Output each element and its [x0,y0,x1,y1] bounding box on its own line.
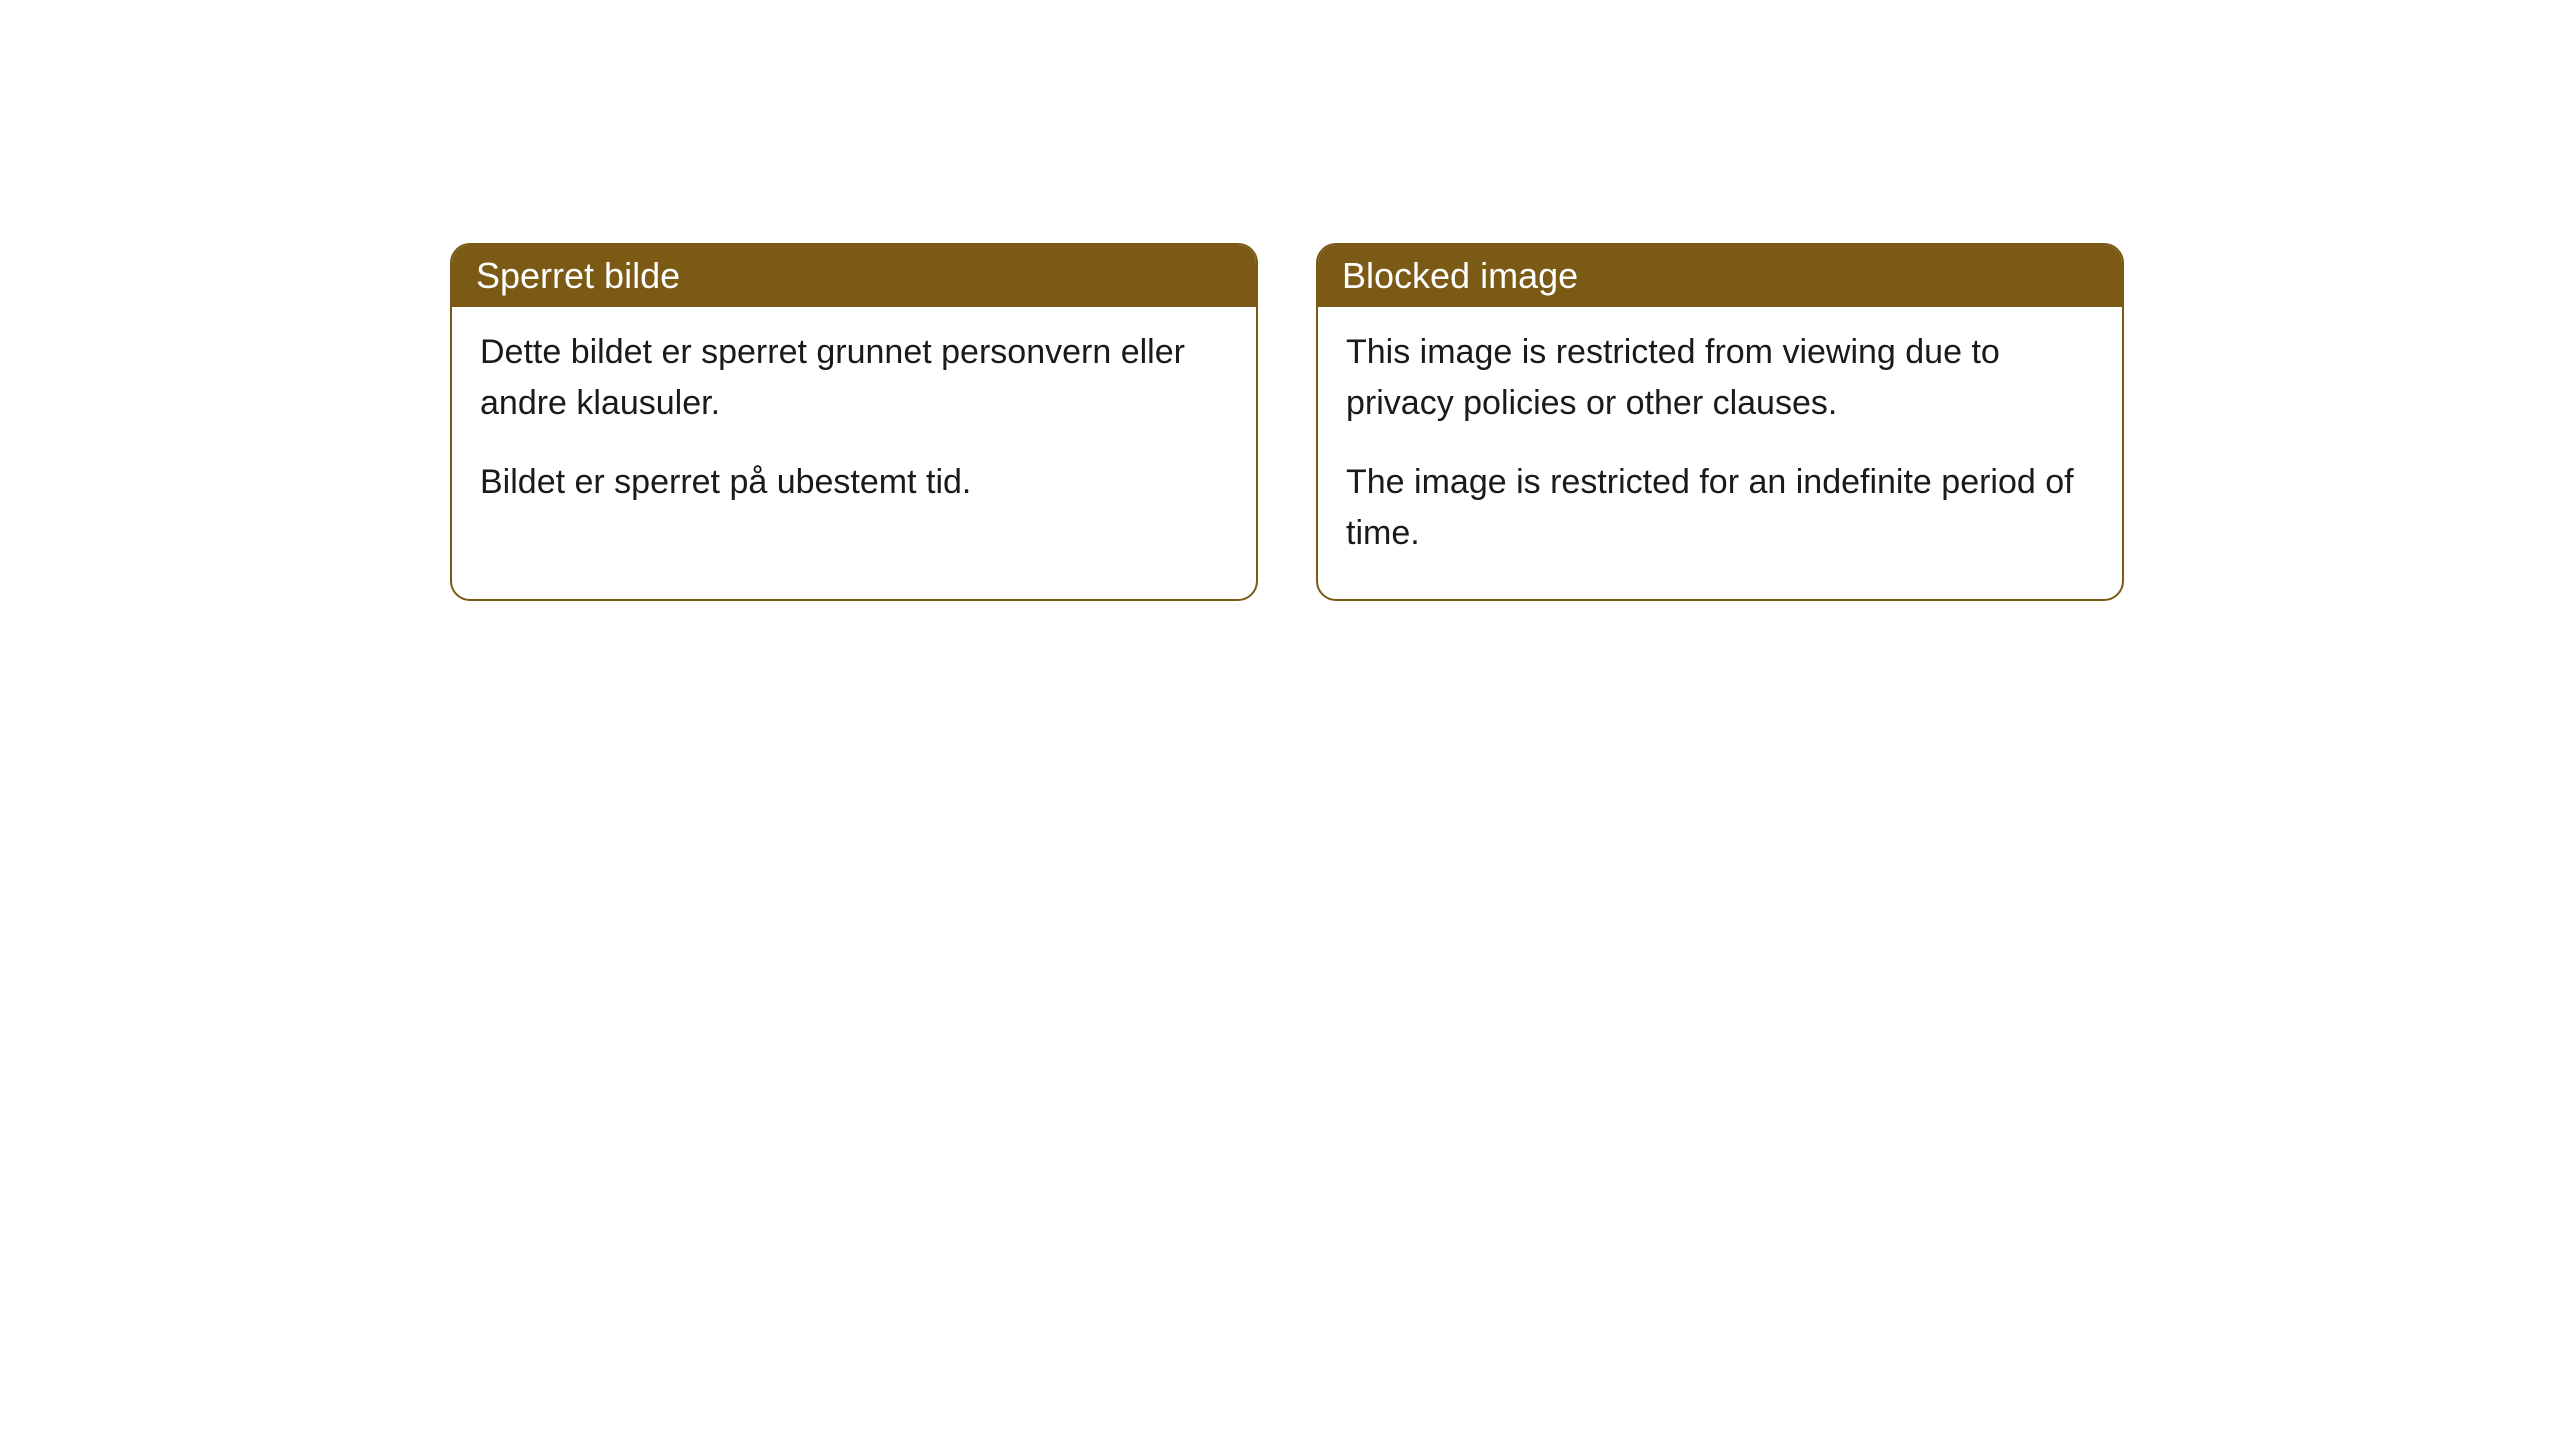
notice-card-norwegian: Sperret bilde Dette bildet er sperret gr… [450,243,1258,601]
card-paragraph: Bildet er sperret på ubestemt tid. [480,457,1228,508]
card-body: This image is restricted from viewing du… [1318,307,2122,599]
notice-container: Sperret bilde Dette bildet er sperret gr… [450,243,2124,601]
card-title: Sperret bilde [476,255,680,296]
card-paragraph: Dette bildet er sperret grunnet personve… [480,327,1228,429]
card-title: Blocked image [1342,255,1578,296]
card-header: Blocked image [1318,245,2122,307]
card-body: Dette bildet er sperret grunnet personve… [452,307,1256,548]
card-paragraph: This image is restricted from viewing du… [1346,327,2094,429]
card-header: Sperret bilde [452,245,1256,307]
card-paragraph: The image is restricted for an indefinit… [1346,457,2094,559]
notice-card-english: Blocked image This image is restricted f… [1316,243,2124,601]
